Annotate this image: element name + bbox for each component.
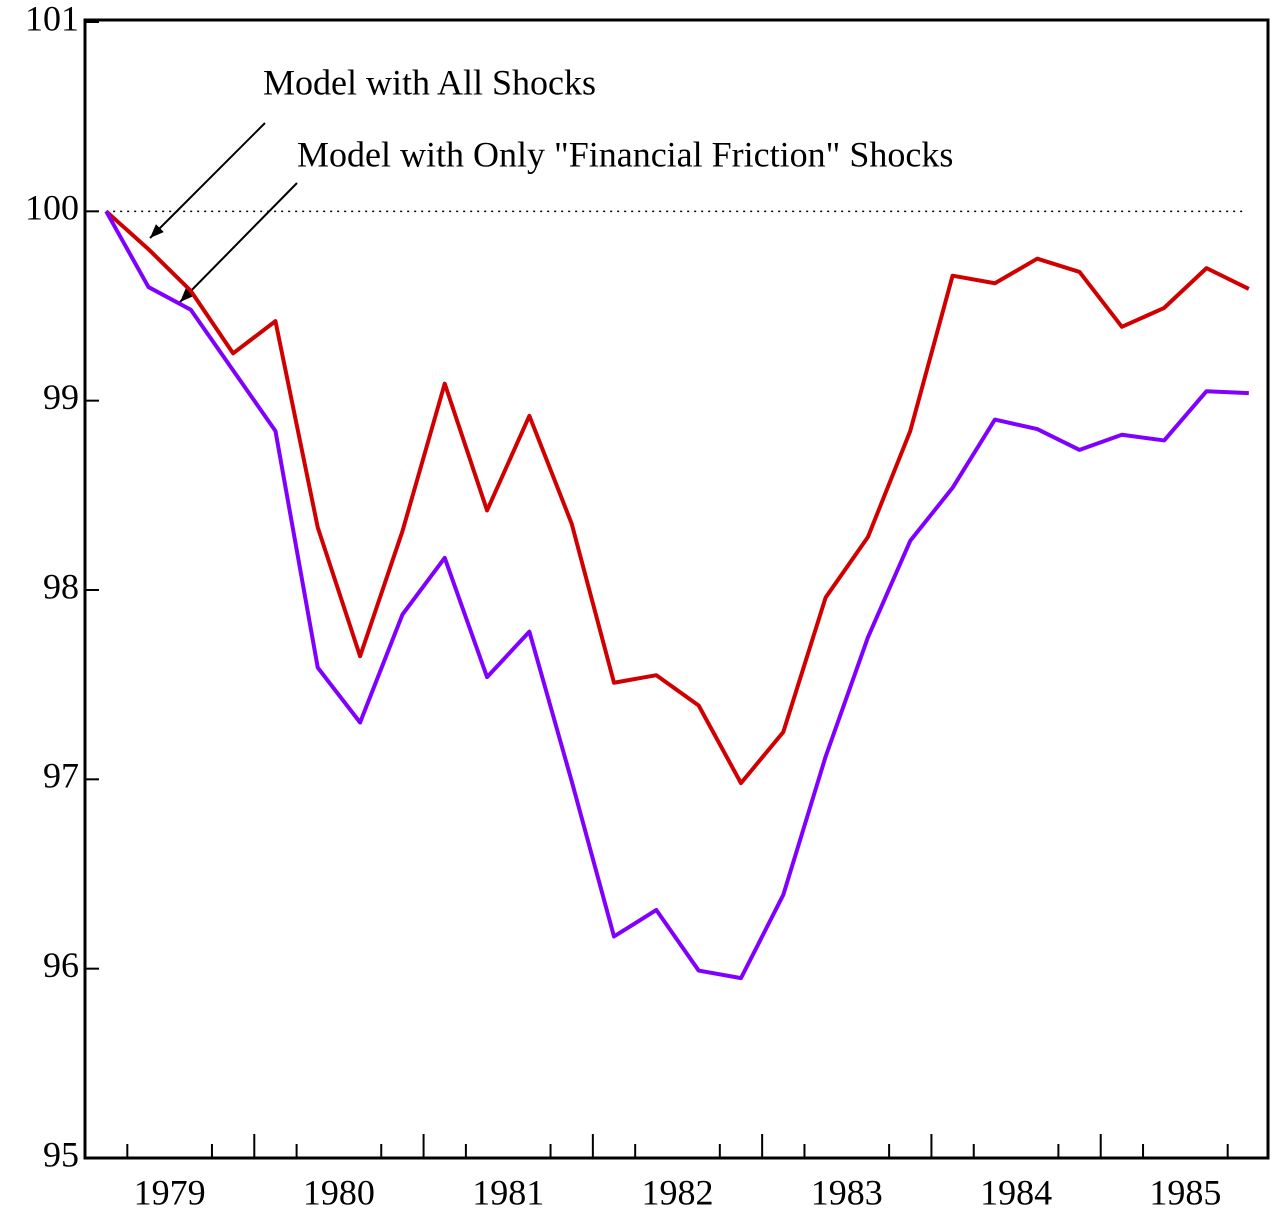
- x-tick-label: 1985: [1149, 1172, 1221, 1212]
- y-tick-label: 95: [43, 1134, 79, 1174]
- series-line: [104, 209, 1250, 786]
- y-tick-label: 99: [43, 377, 79, 417]
- y-tick-label: 100: [25, 188, 79, 228]
- plot-frame: [83, 18, 1270, 1160]
- y-tick-label: 97: [43, 756, 79, 796]
- y-tick-label: 101: [25, 0, 79, 38]
- y-tick-label: 96: [43, 945, 79, 985]
- annotation-arrow: [179, 182, 298, 303]
- x-tick-label: 1980: [303, 1172, 375, 1212]
- series-line: [104, 210, 1249, 981]
- x-tick-label: 1981: [472, 1172, 544, 1212]
- x-tick-label: 1983: [811, 1172, 883, 1212]
- series-label: Model with Only "Financial Friction" Sho…: [297, 134, 953, 174]
- annotation-arrow: [149, 122, 266, 239]
- x-tick-label: 1982: [642, 1172, 714, 1212]
- y-tick-label: 98: [43, 566, 79, 606]
- series-label: Model with All Shocks: [263, 62, 596, 102]
- x-tick-label: 1979: [134, 1172, 206, 1212]
- x-tick-label: 1984: [980, 1172, 1052, 1212]
